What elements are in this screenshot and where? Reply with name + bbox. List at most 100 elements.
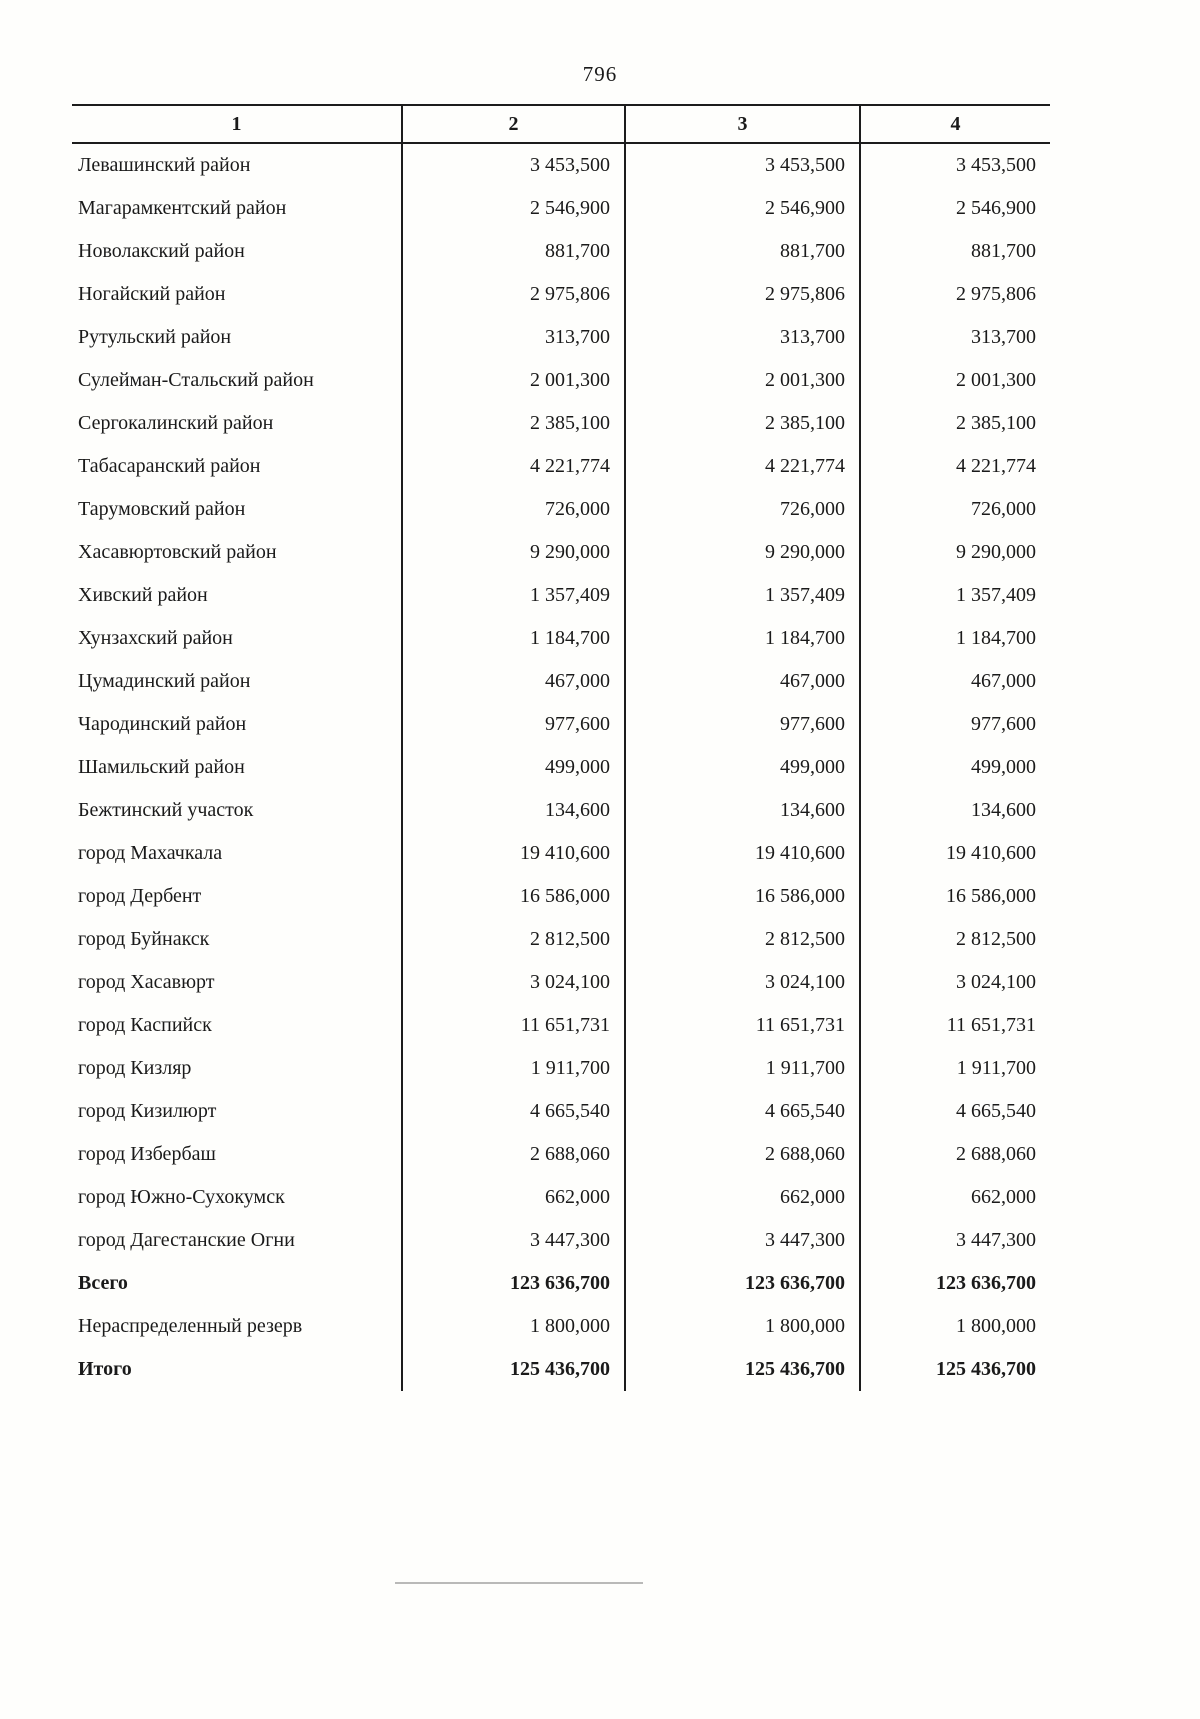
row-label: Хивский район [78, 584, 208, 606]
row-label: Табасаранский район [78, 455, 261, 477]
row-value: 726,000 [624, 488, 860, 531]
table-row: Цумадинский район 467,000 467,000 467,000 [72, 660, 1050, 703]
row-value: 1 911,700 [401, 1047, 625, 1090]
row-label: Бежтинский участок [78, 799, 254, 821]
row-value: 1 357,409 [401, 574, 625, 617]
row-label: Тарумовский район [78, 498, 246, 520]
row-value: 2 688,060 [624, 1133, 860, 1176]
row-value: 3 447,300 [624, 1219, 860, 1262]
table-row: город Кизляр 1 911,700 1 911,700 1 911,700 [72, 1047, 1050, 1090]
table-row: Табасаранский район 4 221,774 4 221,774 4 2… [72, 445, 1050, 488]
table-row: город Хасавюрт 3 024,100 3 024,100 3 024,10… [72, 961, 1050, 1004]
row-value: 125 436,700 [401, 1348, 625, 1391]
row-label: город Кизилюрт [78, 1100, 217, 1122]
table-row: Всего 123 636,700 123 636,700 123 636,700 [72, 1262, 1050, 1305]
row-value: 2 975,806 [859, 273, 1050, 316]
row-label: город Дербент [78, 885, 202, 907]
table-row: Левашинский район 3 453,500 3 453,500 3 453… [72, 143, 1050, 187]
row-value: 2 975,806 [401, 273, 625, 316]
row-value: 2 001,300 [401, 359, 625, 402]
row-value: 881,700 [624, 230, 860, 273]
row-value: 467,000 [624, 660, 860, 703]
table-row: Хасавюртовский район 9 290,000 9 290,000 9 … [72, 531, 1050, 574]
row-value: 4 221,774 [401, 445, 625, 488]
row-value: 16 586,000 [624, 875, 860, 918]
table-row: город Дагестанские Огни 3 447,300 3 447,30… [72, 1219, 1050, 1262]
row-label: Всего [78, 1272, 128, 1294]
row-value: 11 651,731 [624, 1004, 860, 1047]
page-number: 796 [582, 62, 618, 86]
data-table: 1 2 3 4 Левашинский район 3 453,500 3 453,… [72, 104, 1050, 1391]
row-value: 499,000 [401, 746, 625, 789]
row-value: 467,000 [401, 660, 625, 703]
row-value: 2 546,900 [859, 187, 1050, 230]
table-row: Хунзахский район 1 184,700 1 184,700 1 184,… [72, 617, 1050, 660]
row-value: 1 357,409 [624, 574, 860, 617]
row-value: 3 453,500 [401, 143, 625, 187]
table-row: город Южно-Сухокумск 662,000 662,000 662,00… [72, 1176, 1050, 1219]
row-value: 977,600 [859, 703, 1050, 746]
row-value: 3 453,500 [624, 143, 860, 187]
row-value: 2 688,060 [401, 1133, 625, 1176]
row-value: 1 800,000 [624, 1305, 860, 1348]
row-value: 4 221,774 [624, 445, 860, 488]
row-value: 19 410,600 [401, 832, 625, 875]
table-row: Новолакский район 881,700 881,700 881,700 [72, 230, 1050, 273]
table-row: Сулейман-Стальский район 2 001,300 2 001,3… [72, 359, 1050, 402]
scan-artifact-line [395, 1582, 643, 1584]
row-label: город Хасавюрт [78, 971, 215, 993]
row-value: 134,600 [624, 789, 860, 832]
table-row: Ногайский район 2 975,806 2 975,806 2 975,8… [72, 273, 1050, 316]
header-col-3: 3 [624, 104, 860, 144]
row-value: 1 800,000 [859, 1305, 1050, 1348]
header-row: 1 2 3 4 [72, 104, 1050, 144]
row-label: Нераспределенный резерв [78, 1315, 303, 1337]
row-label: город Южно-Сухокумск [78, 1186, 285, 1208]
table-row: Хивский район 1 357,409 1 357,409 1 357,409 [72, 574, 1050, 617]
row-value: 499,000 [624, 746, 860, 789]
table-row: город Буйнакск 2 812,500 2 812,500 2 812,50… [72, 918, 1050, 961]
row-value: 2 001,300 [624, 359, 860, 402]
row-label: Левашинский район [78, 154, 251, 176]
row-value: 499,000 [859, 746, 1050, 789]
table-row: город Махачкала 19 410,600 19 410,600 19 41… [72, 832, 1050, 875]
row-label: Хасавюртовский район [78, 541, 277, 563]
row-value: 11 651,731 [401, 1004, 625, 1047]
row-label: Чародинский район [78, 713, 247, 735]
row-value: 2 385,100 [401, 402, 625, 445]
table-row: город Дербент 16 586,000 16 586,000 16 586,… [72, 875, 1050, 918]
row-label: город Избербаш [78, 1143, 216, 1165]
row-value: 3 024,100 [401, 961, 625, 1004]
row-value: 2 688,060 [859, 1133, 1050, 1176]
row-value: 11 651,731 [859, 1004, 1050, 1047]
row-value: 2 385,100 [859, 402, 1050, 445]
row-value: 726,000 [401, 488, 625, 531]
row-value: 977,600 [624, 703, 860, 746]
row-value: 1 800,000 [401, 1305, 625, 1348]
header-col-4: 4 [859, 104, 1050, 144]
row-value: 2 001,300 [859, 359, 1050, 402]
row-value: 9 290,000 [624, 531, 860, 574]
row-value: 2 546,900 [624, 187, 860, 230]
row-value: 4 665,540 [859, 1090, 1050, 1133]
table-row: город Избербаш 2 688,060 2 688,060 2 688,06… [72, 1133, 1050, 1176]
row-value: 1 911,700 [624, 1047, 860, 1090]
table-row: город Каспийск 11 651,731 11 651,731 11 651… [72, 1004, 1050, 1047]
row-value: 2 812,500 [859, 918, 1050, 961]
row-value: 4 665,540 [401, 1090, 625, 1133]
row-label: Шамильский район [78, 756, 245, 778]
row-value: 9 290,000 [401, 531, 625, 574]
table-row: город Кизилюрт 4 665,540 4 665,540 4 665,54… [72, 1090, 1050, 1133]
row-value: 2 546,900 [401, 187, 625, 230]
row-value: 123 636,700 [624, 1262, 860, 1305]
table-row: Чародинский район 977,600 977,600 977,600 [72, 703, 1050, 746]
row-label: Сергокалинский район [78, 412, 274, 434]
row-value: 313,700 [401, 316, 625, 359]
row-label: Цумадинский район [78, 670, 251, 692]
row-label: Хунзахский район [78, 627, 233, 649]
row-label: город Дагестанские Огни [78, 1229, 295, 1251]
table-row: Тарумовский район 726,000 726,000 726,000 [72, 488, 1050, 531]
row-value: 125 436,700 [624, 1348, 860, 1391]
row-label: Магарамкентский район [78, 197, 287, 219]
